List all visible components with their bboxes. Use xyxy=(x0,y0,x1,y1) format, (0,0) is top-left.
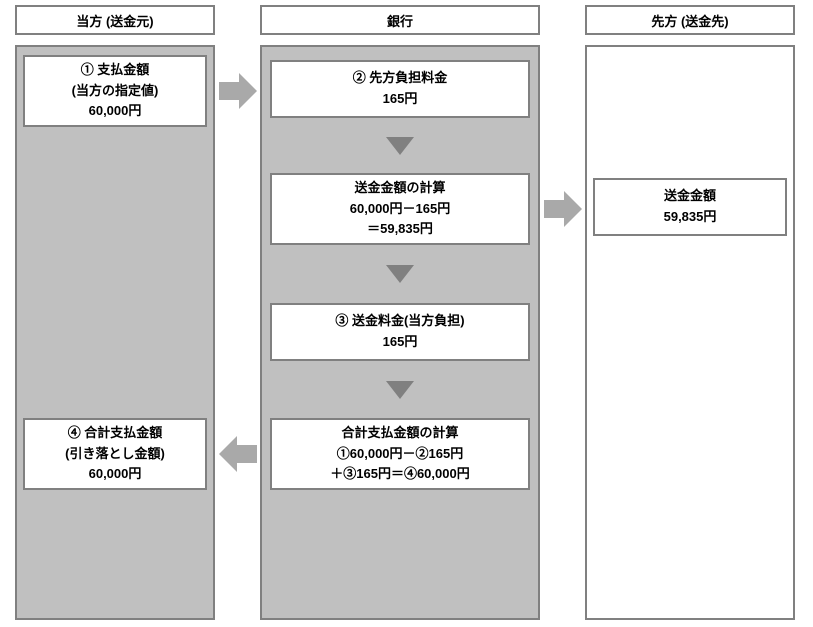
node-n3-line: ③ 送金料金(当方負担) xyxy=(335,311,464,332)
node-recv-line: 送金金額 xyxy=(664,186,716,207)
arrow-right-icon xyxy=(544,191,582,227)
node-n2-line: 165円 xyxy=(383,89,418,110)
column-body-sender xyxy=(15,45,215,620)
node-recv: 送金金額59,835円 xyxy=(593,178,787,236)
node-calc2-line: ＋③165円＝④60,000円 xyxy=(330,464,469,485)
arrow-down-icon xyxy=(386,381,414,399)
column-body-receiver xyxy=(585,45,795,620)
node-calc2-line: 合計支払金額の計算 xyxy=(341,423,458,444)
node-calc1-line: 送金金額の計算 xyxy=(354,178,445,199)
node-n1-line: ① 支払金額 xyxy=(81,60,150,81)
node-calc2-line: ①60,000円－②165円 xyxy=(337,444,463,465)
node-n2-line: ② 先方負担料金 xyxy=(353,68,448,89)
node-n3: ③ 送金料金(当方負担)165円 xyxy=(270,303,530,361)
node-calc1-line: ＝59,835円 xyxy=(367,219,433,240)
arrow-down-icon xyxy=(386,137,414,155)
node-n4-line: ④ 合計支払金額 xyxy=(68,423,163,444)
node-n4-line: 60,000円 xyxy=(89,464,142,485)
node-n1-line: (当方の指定値) xyxy=(72,81,159,102)
node-calc1: 送金金額の計算60,000円－165円＝59,835円 xyxy=(270,173,530,245)
node-n1: ① 支払金額(当方の指定値)60,000円 xyxy=(23,55,207,127)
node-recv-line: 59,835円 xyxy=(664,207,717,228)
node-n4: ④ 合計支払金額(引き落とし金額)60,000円 xyxy=(23,418,207,490)
arrow-down-icon xyxy=(386,265,414,283)
node-n3-line: 165円 xyxy=(383,332,418,353)
column-header-receiver: 先方 (送金先) xyxy=(585,5,795,35)
node-n2: ② 先方負担料金165円 xyxy=(270,60,530,118)
node-calc2: 合計支払金額の計算①60,000円－②165円＋③165円＝④60,000円 xyxy=(270,418,530,490)
arrow-right-icon xyxy=(219,73,257,109)
column-header-sender: 当方 (送金元) xyxy=(15,5,215,35)
arrow-left-icon xyxy=(219,436,257,472)
column-header-bank: 銀行 xyxy=(260,5,540,35)
node-calc1-line: 60,000円－165円 xyxy=(350,199,450,220)
node-n1-line: 60,000円 xyxy=(89,101,142,122)
node-n4-line: (引き落とし金額) xyxy=(65,444,165,465)
